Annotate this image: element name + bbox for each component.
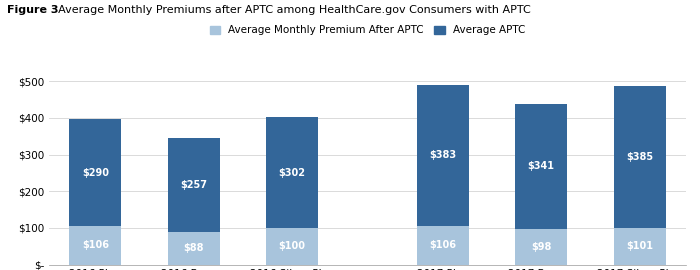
- Bar: [515, 229, 567, 265]
- Text: $88: $88: [183, 244, 204, 254]
- Text: $290: $290: [82, 168, 108, 178]
- Text: $302: $302: [279, 168, 306, 178]
- Bar: [266, 117, 318, 228]
- Text: : Average Monthly Premiums after APTC among HealthCare.gov Consumers with APTC: : Average Monthly Premiums after APTC am…: [51, 5, 531, 15]
- Text: $100: $100: [279, 241, 306, 251]
- Text: $106: $106: [429, 240, 456, 250]
- Text: $257: $257: [181, 180, 207, 190]
- Bar: [266, 228, 318, 265]
- Bar: [614, 228, 666, 265]
- Bar: [416, 85, 469, 226]
- Bar: [69, 226, 121, 265]
- Text: $341: $341: [528, 161, 554, 171]
- Text: $385: $385: [626, 152, 653, 162]
- Bar: [515, 104, 567, 229]
- Bar: [614, 86, 666, 228]
- Bar: [69, 119, 121, 226]
- Legend: Average Monthly Premium After APTC, Average APTC: Average Monthly Premium After APTC, Aver…: [205, 21, 530, 39]
- Text: $383: $383: [429, 150, 456, 160]
- Text: $101: $101: [626, 241, 653, 251]
- Text: Figure 3: Figure 3: [7, 5, 59, 15]
- Text: $106: $106: [82, 240, 108, 250]
- Bar: [168, 232, 220, 265]
- Text: $98: $98: [531, 242, 552, 252]
- Bar: [416, 226, 469, 265]
- Bar: [168, 138, 220, 232]
